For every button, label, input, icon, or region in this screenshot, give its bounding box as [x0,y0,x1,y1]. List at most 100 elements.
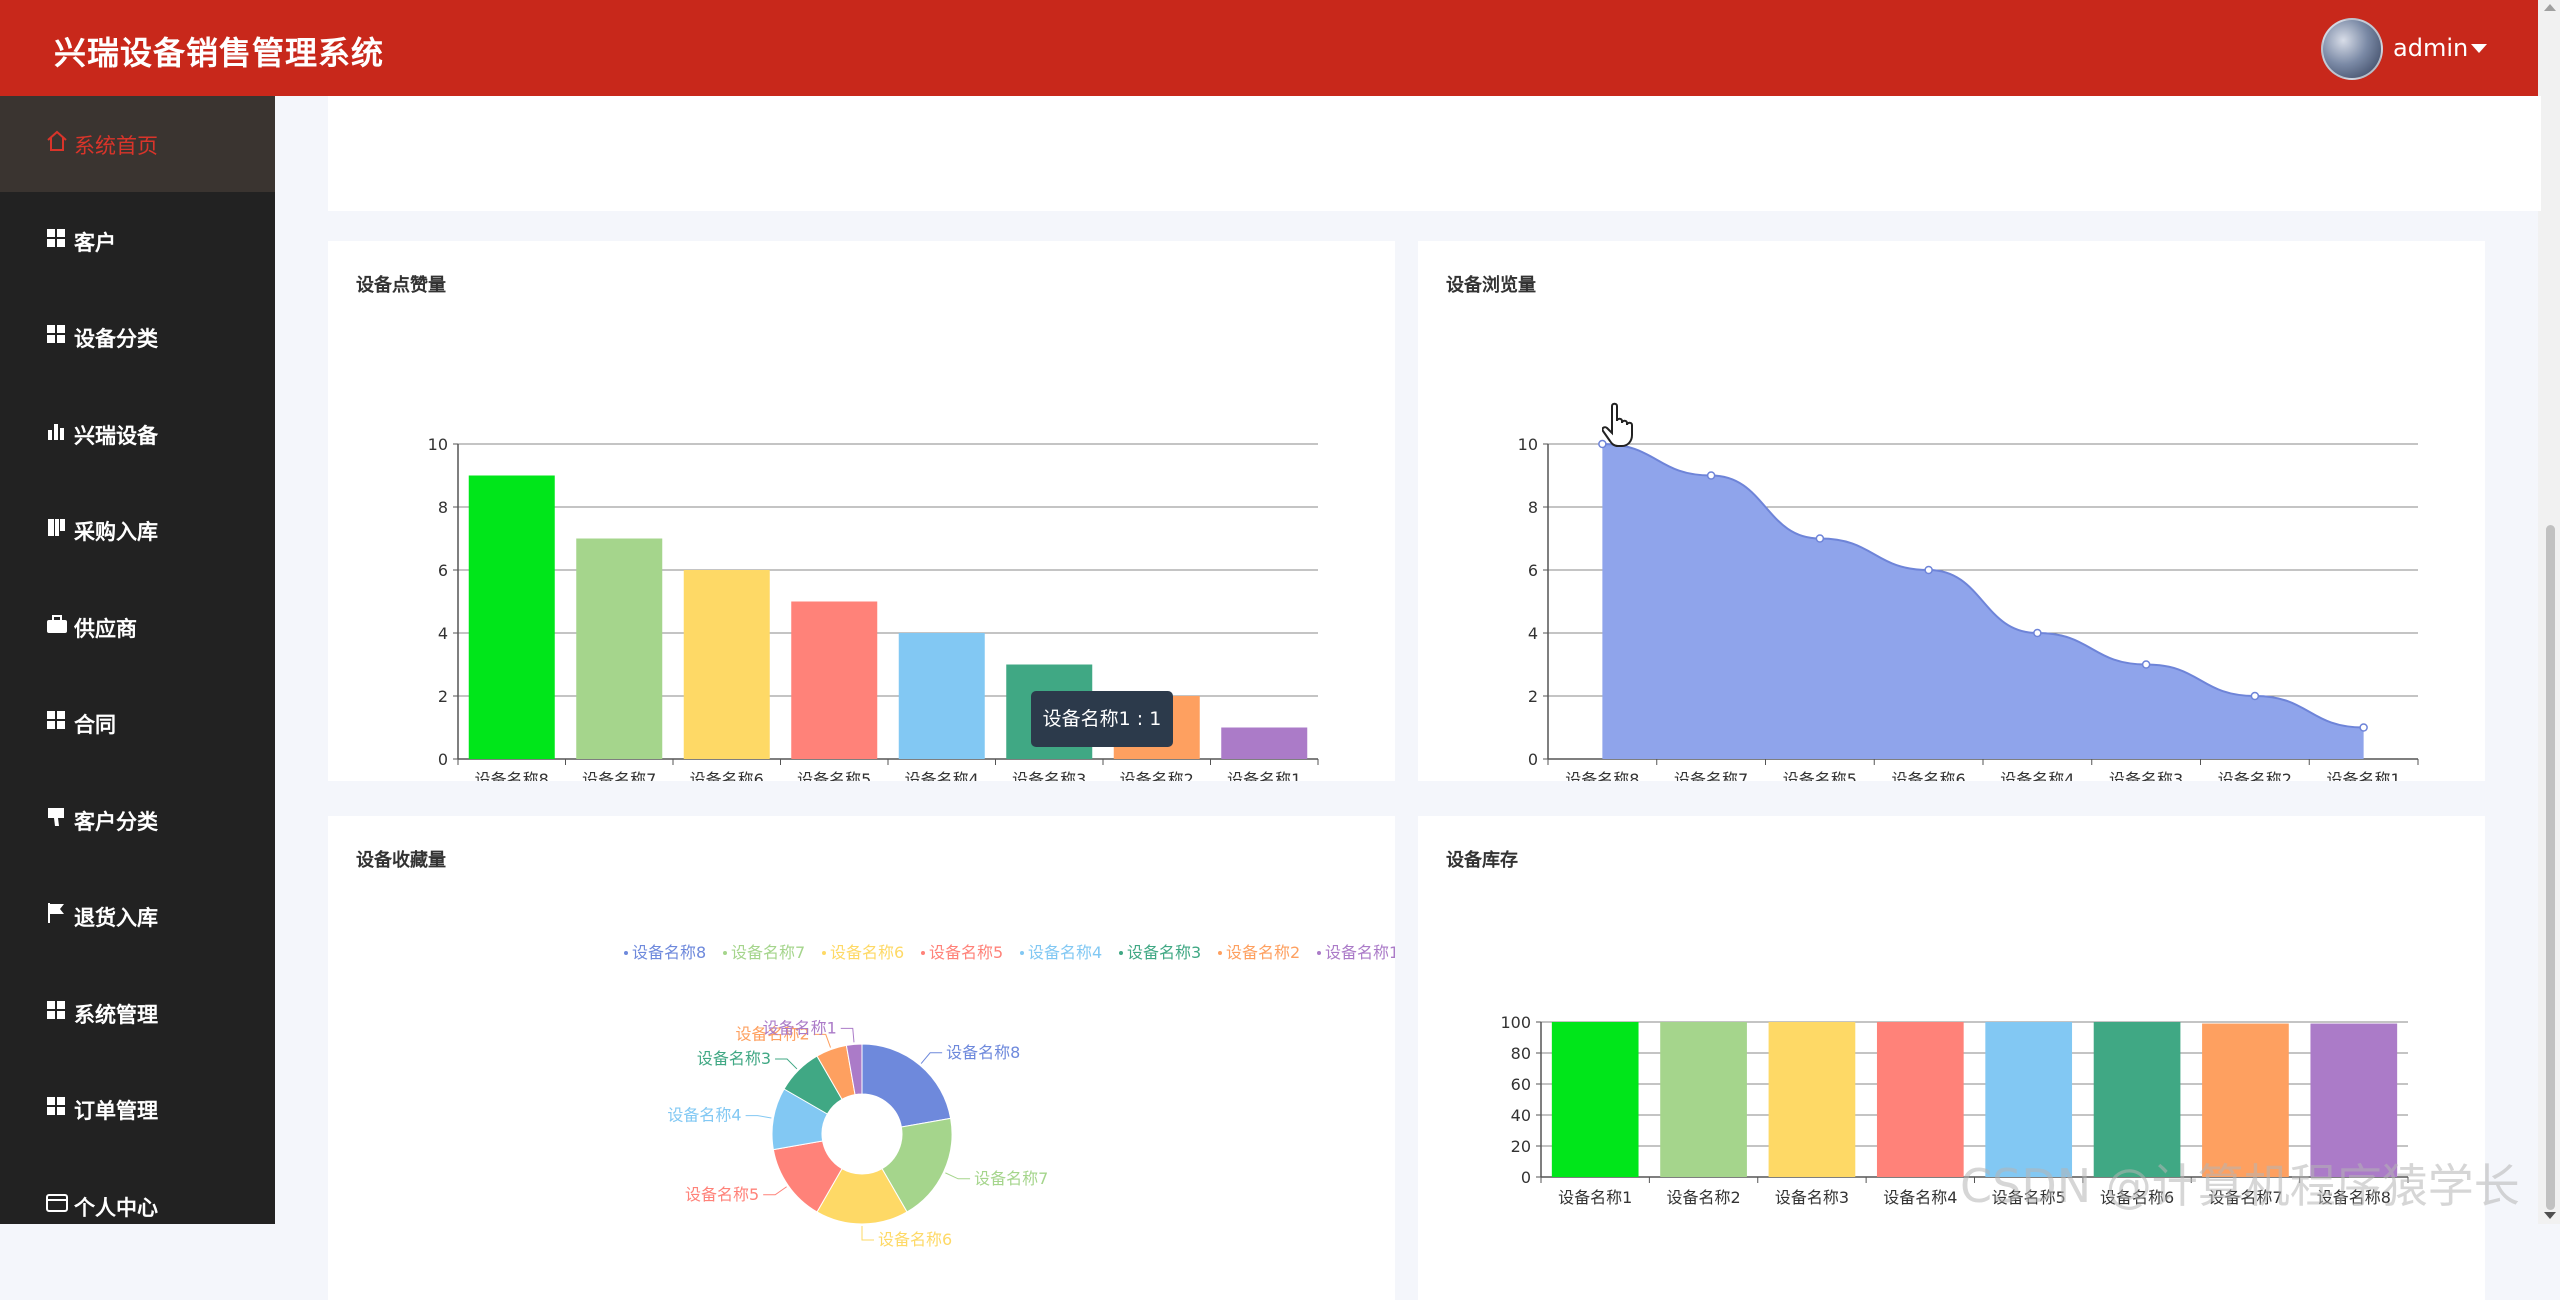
top-bar: 兴瑞设备销售管理系统 admin [0,0,2538,96]
legend-marker[interactable] [1119,951,1123,955]
slice-label: 设备名称7 [974,1169,1048,1188]
legend-item[interactable]: 设备名称3 [1127,943,1201,962]
data-point[interactable] [2141,660,2151,669]
bar[interactable] [2093,1022,2181,1177]
legend-item[interactable]: 设备名称1 [1325,943,1395,962]
bar[interactable] [1551,1022,1639,1177]
sidebar-item-orders[interactable]: 订单管理 [0,1061,275,1157]
x-tick-label: 设备名称4 [2000,770,2074,781]
sidebar-item-contracts[interactable]: 合同 [0,675,275,771]
x-tick-label: 设备名称2 [1120,770,1194,781]
sidebar-item-customer-category[interactable]: 客户分类 [0,772,275,868]
legend-marker[interactable] [822,951,826,955]
slice-label-line [813,1033,832,1048]
legend-item[interactable]: 设备名称8 [632,943,706,962]
slice-label: 设备名称8 [946,1043,1020,1062]
x-tick-label: 设备名称8 [475,770,549,781]
legend-item[interactable]: 设备名称2 [1226,943,1300,962]
x-tick-label: 设备名称8 [1565,770,1639,781]
y-tick-label: 8 [438,498,448,517]
favorites-chart-card: 设备收藏量 设备名称8 设备名称7 设备名称6 设备名称5 设备名称4 设备名称3 设备名称… [328,816,1395,1300]
legend-marker[interactable] [1317,951,1321,955]
bar[interactable] [576,538,663,760]
legend-item[interactable]: 设备名称4 [1028,943,1102,962]
bar[interactable] [1221,727,1308,760]
scroll-down-icon[interactable] [2544,1212,2556,1219]
bar[interactable] [898,633,985,759]
legend-item[interactable]: 设备名称7 [731,943,805,962]
slice-label-line [945,1172,971,1180]
sidebar-item-purchase-in[interactable]: 采购入库 [0,482,275,578]
donut-slice[interactable] [845,1043,863,1096]
data-point[interactable] [2033,628,2042,638]
sidebar-item-customers[interactable]: 客户 [0,193,275,289]
data-point[interactable] [1924,565,1933,575]
x-tick-label: 设备名称4 [905,770,979,781]
flag-icon [48,903,64,923]
x-tick-label: 设备名称5 [1992,1188,2066,1207]
slice-label: 设备名称3 [697,1049,771,1068]
y-tick-label: 2 [438,687,448,706]
briefcase-icon [47,614,67,633]
legend-marker[interactable] [624,951,628,955]
x-tick-label: 设备名称6 [690,770,764,781]
y-tick-label: 80 [1511,1044,1531,1063]
donut-slice[interactable] [861,1043,952,1128]
grid-icon [47,711,65,729]
x-tick-label: 设备名称4 [1883,1188,1957,1207]
hand-pointer-icon [1602,402,1633,447]
bar[interactable] [1876,1022,1964,1177]
scroll-thumb[interactable] [2546,525,2555,1210]
sidebar-item-home[interactable]: 系统首页 [0,96,275,192]
legend-item[interactable]: 设备名称6 [830,943,904,962]
x-tick-label: 设备名称3 [1775,1188,1849,1207]
bar[interactable] [2202,1023,2289,1177]
slice-label: 设备名称1 [763,1018,837,1037]
y-tick-label: 8 [1528,498,1538,517]
grid-icon [47,228,65,247]
legend-marker[interactable] [1020,951,1024,955]
bar[interactable] [2310,1023,2398,1177]
sidebar-item-system-admin[interactable]: 系统管理 [0,965,275,1061]
user-name[interactable]: admin [2393,34,2469,62]
sidebar-item-returns[interactable]: 退货入库 [0,868,275,964]
sidebar-item-label: 设备分类 [74,327,158,351]
bar[interactable] [1768,1022,1856,1177]
y-tick-label: 0 [438,750,448,769]
avatar[interactable] [2321,18,2383,80]
likes-chart-title: 设备点赞量 [356,275,446,296]
data-point[interactable] [1815,534,1825,543]
data-point[interactable] [2359,723,2368,732]
bar[interactable] [1660,1022,1747,1177]
stock-chart-card: 设备库存 0 20 40 60 80 100 设备名称1 设备名称2 设备名称3 设备名称4 设备名… [1418,816,2485,1300]
data-point[interactable] [1706,471,1716,480]
legend-marker[interactable] [921,951,925,955]
data-point[interactable] [2250,691,2260,701]
sidebar-item-suppliers[interactable]: 供应商 [0,579,275,675]
bar[interactable] [683,570,770,759]
chevron-down-icon[interactable] [2471,44,2487,53]
page-scrollbar[interactable] [2538,0,2560,1224]
sidebar-item-device-category[interactable]: 设备分类 [0,289,275,385]
bar[interactable] [1985,1022,2073,1177]
slice-label-line [775,1058,798,1070]
bar[interactable] [468,475,555,760]
id-card-icon [46,1193,68,1212]
legend-marker[interactable] [723,951,727,955]
legend-marker[interactable] [1218,951,1222,955]
sidebar-item-devices[interactable]: 兴瑞设备 [0,386,275,482]
data-point[interactable] [1598,439,1607,449]
slice-label: 设备名称6 [878,1230,952,1249]
x-tick-label: 设备名称3 [2109,770,2183,781]
y-tick-label: 0 [1521,1168,1531,1187]
legend-item[interactable]: 设备名称5 [929,943,1003,962]
watermark: CSDN @计算机程序猿学长 [1960,1159,2520,1213]
y-tick-label: 2 [1528,687,1538,706]
grid-icon [47,1097,65,1115]
scroll-up-icon[interactable] [2544,4,2556,11]
book-icon [48,519,65,536]
favorites-chart: 设备名称8 设备名称7 设备名称6 设备名称5 设备名称4 设备名称3 设备名称2 设备名称1… [624,943,1395,1249]
bar-chart-icon [48,423,64,440]
sidebar-item-profile[interactable]: 个人中心 [0,1158,275,1254]
bar[interactable] [791,601,878,760]
